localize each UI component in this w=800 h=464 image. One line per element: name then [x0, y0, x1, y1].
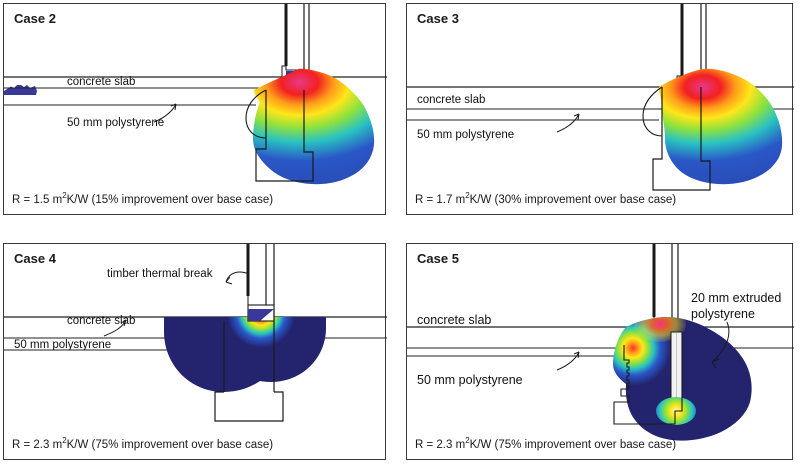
svg-text:50 mm polystyrene: 50 mm polystyrene — [417, 373, 523, 387]
svg-text:concrete slab: concrete slab — [417, 313, 491, 327]
svg-text:20 mm extruded: 20 mm extruded — [691, 291, 781, 305]
svg-text:polystyrene: polystyrene — [691, 307, 755, 321]
svg-text:timber thermal break: timber thermal break — [107, 268, 213, 280]
svg-text:50 mm polystyrene: 50 mm polystyrene — [14, 339, 111, 351]
svg-text:concrete slab: concrete slab — [417, 94, 485, 106]
svg-text:50 mm polystyrene: 50 mm polystyrene — [67, 117, 164, 129]
svg-text:concrete slab: concrete slab — [67, 76, 135, 88]
svg-text:50 mm polystyrene: 50 mm polystyrene — [417, 129, 514, 141]
